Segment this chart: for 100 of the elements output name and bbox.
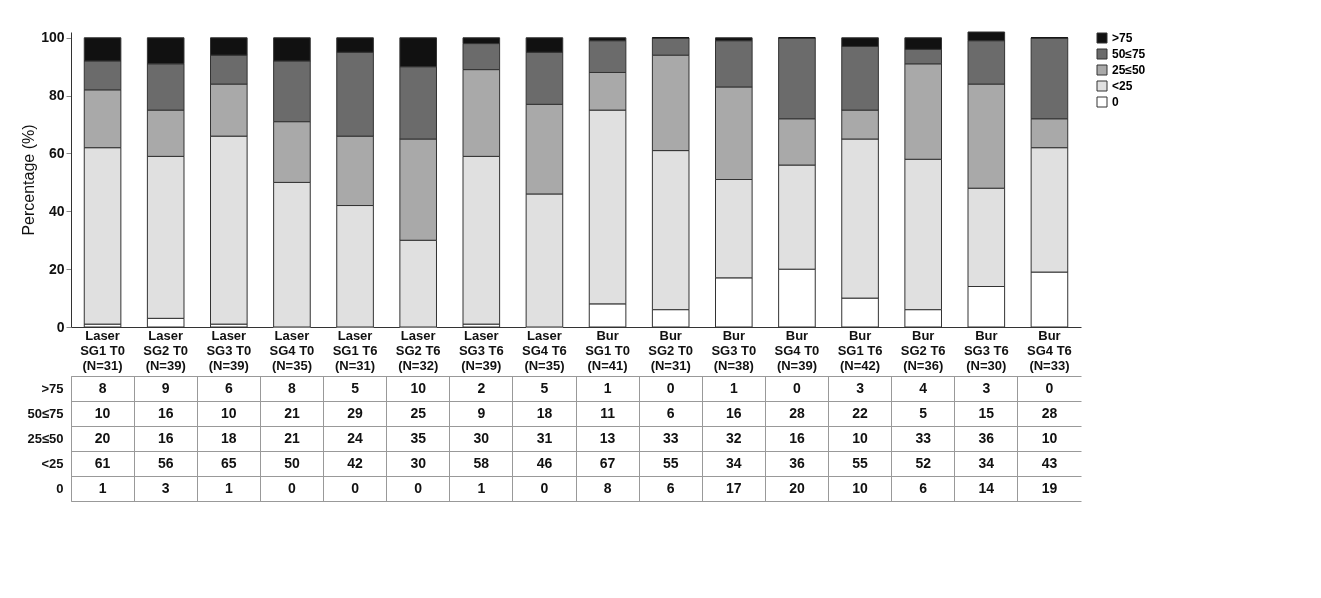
data-label: 10 xyxy=(94,404,111,421)
data-label: 6 xyxy=(919,479,928,496)
data-label: 0 xyxy=(1045,379,1054,396)
legend-label: 50≤75 xyxy=(1112,47,1146,61)
x-tick-label: Laser SG2 T0 (N=39) xyxy=(143,327,189,373)
text: >75 xyxy=(41,380,64,396)
x-tick-label: Bur SG3 T0 (N=38) xyxy=(711,327,757,373)
data-label: 4 xyxy=(919,379,928,396)
y-tick-label: 40 xyxy=(48,202,65,219)
data-label: 67 xyxy=(599,454,616,471)
data-label: 1 xyxy=(729,379,738,396)
data-label: 22 xyxy=(852,404,869,421)
x-tick-label: Laser SG3 T6 (N=39) xyxy=(458,327,504,373)
x-tick-label: Laser SG2 T6 (N=32) xyxy=(395,327,441,373)
y-tick-label: 20 xyxy=(48,260,65,277)
data-label: 15 xyxy=(978,404,995,421)
x-tick-label: Bur SG4 T0 (N=39) xyxy=(774,327,820,373)
data-label: 33 xyxy=(662,429,679,446)
data-label: 21 xyxy=(284,429,300,446)
data-label: 17 xyxy=(726,479,742,496)
data-label: 10 xyxy=(221,404,237,421)
y-tick-label: 80 xyxy=(48,87,65,104)
data-label: 6 xyxy=(224,379,233,396)
data-label: 1 xyxy=(603,379,612,396)
data-label: 36 xyxy=(789,454,805,471)
data-label: 1 xyxy=(98,479,107,496)
x-tick-label: Bur SG2 T0 (N=31) xyxy=(648,327,694,373)
data-label: 0 xyxy=(540,479,549,496)
data-label: 16 xyxy=(726,404,742,421)
x-tick-label: Laser SG3 T0 (N=39) xyxy=(206,327,252,373)
x-tick-label: Bur SG3 T6 (N=30) xyxy=(963,327,1009,373)
data-label: 2 xyxy=(477,379,486,396)
data-label: 16 xyxy=(157,404,174,421)
data-label: 28 xyxy=(1041,404,1058,421)
data-label: 46 xyxy=(536,454,553,471)
text: 25≤50 xyxy=(27,430,64,446)
data-label: 6 xyxy=(666,404,675,421)
data-label: 24 xyxy=(347,429,364,446)
data-label: 5 xyxy=(351,379,360,396)
data-label: 56 xyxy=(157,454,174,471)
data-label: 29 xyxy=(347,404,364,421)
data-label: 8 xyxy=(98,379,107,396)
data-label: 8 xyxy=(603,479,612,496)
data-label: 3 xyxy=(982,379,991,396)
data-label: 33 xyxy=(915,429,932,446)
data-label: 10 xyxy=(852,479,869,496)
data-label: 28 xyxy=(789,404,805,421)
data-label: 55 xyxy=(852,454,869,471)
data-label: 0 xyxy=(793,379,802,396)
data-label: 10 xyxy=(1041,429,1058,446)
data-label: 9 xyxy=(161,379,170,396)
data-label: 16 xyxy=(789,429,805,446)
legend-label: >75 xyxy=(1112,31,1133,45)
x-tick-label: Laser SG4 T6 (N=35) xyxy=(522,327,567,373)
y-axis-title: Percentage (%) xyxy=(20,124,38,236)
x-tick-label: Laser SG4 T0 (N=35) xyxy=(269,327,315,373)
data-label: 0 xyxy=(666,379,675,396)
data-label: 14 xyxy=(978,479,995,496)
data-label: 58 xyxy=(473,454,490,471)
x-tick-label: Bur SG2 T6 (N=36) xyxy=(900,327,946,373)
data-label: 32 xyxy=(726,429,742,446)
data-label: 0 xyxy=(351,479,360,496)
data-label: 35 xyxy=(410,429,427,446)
x-tick-label: Bur SG1 T6 (N=42) xyxy=(837,327,883,373)
data-label: 10 xyxy=(410,379,427,396)
legend-label: 25≤50 xyxy=(1112,63,1146,77)
data-label: 1 xyxy=(477,479,486,496)
data-label: 0 xyxy=(414,479,423,496)
data-label: 9 xyxy=(477,404,486,421)
y-tick-label: 100 xyxy=(41,29,65,46)
data-label: 18 xyxy=(221,429,237,446)
data-label: 11 xyxy=(600,404,616,421)
data-label: 25 xyxy=(410,404,427,421)
x-tick-label: Bur SG4 T6 (N=33) xyxy=(1027,327,1072,373)
data-label: 55 xyxy=(662,454,679,471)
data-label: 65 xyxy=(221,454,237,471)
y-tick-label: 0 xyxy=(56,318,65,335)
data-label: 20 xyxy=(789,479,805,496)
data-label: 21 xyxy=(284,404,300,421)
data-label: 52 xyxy=(915,454,932,471)
data-label: 42 xyxy=(347,454,364,471)
y-tick-label: 60 xyxy=(48,144,65,161)
x-tick-label: Laser SG1 T0 (N=31) xyxy=(80,327,125,373)
text: <25 xyxy=(41,455,64,471)
x-tick-label: Bur SG1 T0 (N=41) xyxy=(585,327,630,373)
text: 50≤75 xyxy=(27,405,64,421)
data-label: 3 xyxy=(161,479,170,496)
data-label: 34 xyxy=(726,454,742,471)
data-label: 18 xyxy=(536,404,553,421)
legend-label: <25 xyxy=(1112,79,1133,93)
data-label: 3 xyxy=(856,379,865,396)
data-label: 20 xyxy=(94,429,111,446)
data-label: 30 xyxy=(410,454,427,471)
data-label: 5 xyxy=(540,379,549,396)
data-label: 61 xyxy=(94,454,111,471)
data-label: 34 xyxy=(978,454,995,471)
legend-label: 0 xyxy=(1112,95,1119,109)
data-label: 16 xyxy=(157,429,174,446)
data-label: 8 xyxy=(288,379,297,396)
data-label: 0 xyxy=(288,479,297,496)
